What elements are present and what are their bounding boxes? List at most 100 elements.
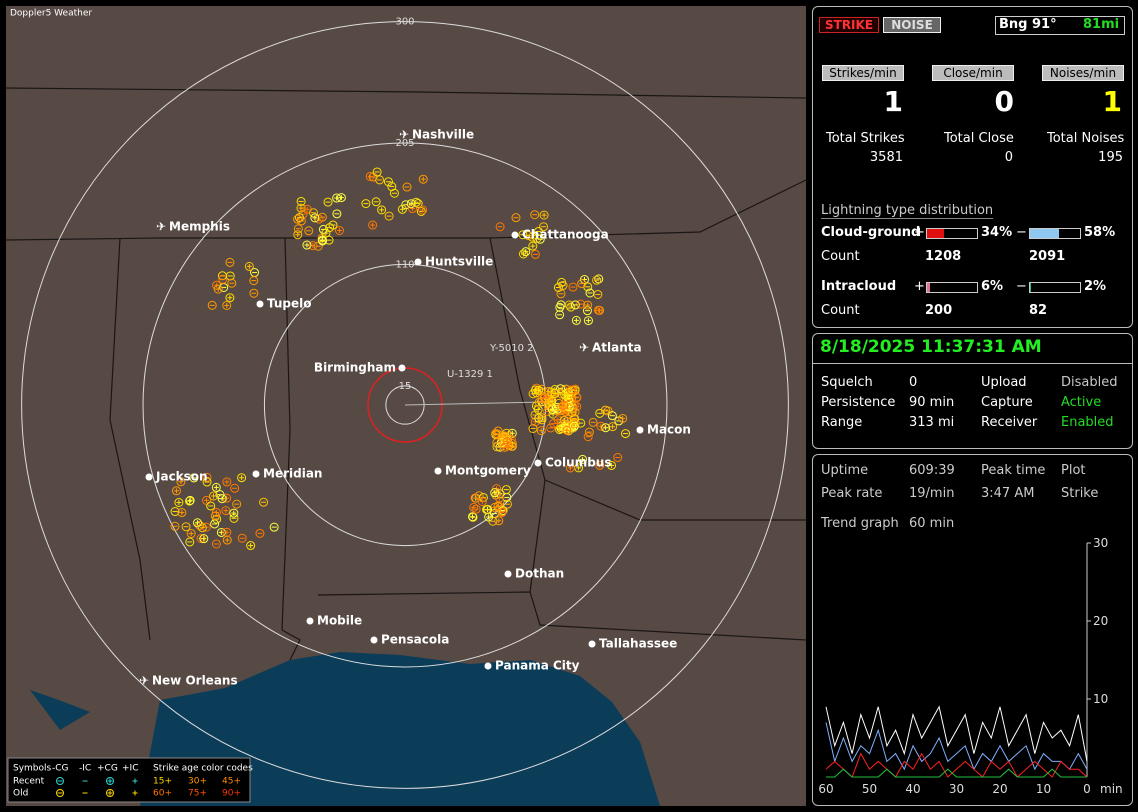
strike-ring — [570, 300, 580, 310]
strike-symbol — [571, 315, 581, 325]
bearing-box — [995, 16, 1125, 35]
strike-symbol — [539, 210, 549, 220]
strike-symbol — [568, 282, 578, 292]
strike-ring — [317, 235, 327, 245]
strike-ring — [537, 415, 547, 425]
rate-label: Noises/min — [1042, 65, 1124, 81]
city-dot — [511, 231, 519, 239]
range-label: 110 — [395, 259, 414, 270]
strike-ring — [206, 501, 216, 511]
strike-ring — [566, 302, 576, 312]
city-label: Mobile — [317, 614, 362, 628]
strike-ring — [523, 230, 533, 240]
strike-ring — [384, 211, 394, 221]
strike-symbol — [170, 521, 180, 531]
strike-ring — [397, 204, 407, 214]
strike-ring — [189, 473, 199, 483]
strike-symbol — [206, 501, 216, 511]
strike-ring — [225, 257, 235, 267]
strike-ring — [181, 522, 191, 532]
strike-ring — [211, 482, 221, 492]
legend-age: 15+ — [153, 777, 172, 787]
bar-fill — [927, 283, 930, 292]
city-dot — [636, 426, 644, 434]
stat-value: Strike — [1061, 486, 1099, 501]
strike-ring — [197, 523, 207, 533]
noise-button[interactable]: NOISE — [883, 17, 941, 33]
strike-ring — [418, 205, 428, 215]
strike-symbol — [170, 507, 180, 517]
strike-symbol — [600, 405, 610, 415]
setting-label: Squelch — [821, 375, 873, 390]
strike-symbol — [293, 214, 303, 224]
strike-ring — [553, 282, 563, 292]
strike-symbol — [225, 271, 235, 281]
strike-symbol — [570, 300, 580, 310]
settings-panel: 8/18/2025 11:37:31 AM Squelch 0 Upload Disa… — [812, 333, 1133, 449]
strike-ring — [621, 429, 631, 439]
distribution-title: Lightning type distribution — [821, 203, 994, 219]
strike-ring — [544, 398, 554, 408]
legend-age-label: Strike age color codes — [153, 764, 253, 774]
strike-ring — [365, 171, 375, 181]
strike-symbol — [553, 282, 563, 292]
sign: + — [914, 225, 925, 240]
strike-symbol — [539, 222, 549, 232]
strike-symbol — [402, 182, 412, 192]
strike-ring — [578, 454, 588, 464]
strike-ring — [334, 225, 344, 235]
city-dot — [484, 662, 492, 670]
strike-symbol — [186, 529, 196, 539]
strike-ring — [559, 400, 569, 410]
strike-ring — [222, 535, 232, 545]
strike-symbol — [375, 175, 385, 185]
city-label: Chattanooga — [522, 228, 609, 242]
strike-symbol — [328, 220, 338, 230]
strike-ring — [560, 423, 570, 433]
strike-ring — [170, 521, 180, 531]
strike-symbol — [492, 429, 502, 439]
strike-symbol — [192, 518, 202, 528]
setting-value: 0 — [909, 375, 918, 390]
strike-ring — [302, 240, 312, 250]
strike-ring — [304, 226, 314, 236]
strike-symbol — [585, 288, 595, 298]
strike-symbol — [502, 499, 512, 509]
strike-symbol — [249, 276, 259, 286]
strike-ring — [556, 384, 566, 394]
strike-symbol — [607, 411, 617, 421]
strike-button[interactable]: STRIKE — [819, 17, 879, 33]
range-ring — [21, 21, 789, 789]
strike-symbol — [397, 204, 407, 214]
airport-icon: ✈ — [139, 674, 149, 688]
strike-symbol — [199, 534, 209, 544]
city-dot — [534, 459, 542, 467]
total-label: Total Strikes — [826, 131, 905, 146]
count: 1208 — [925, 249, 962, 264]
strike-ring — [585, 288, 595, 298]
station-label: U-1329 1 — [447, 369, 493, 380]
strike-symbol — [211, 539, 221, 549]
strike-ring — [502, 437, 512, 447]
city-label: New Orleans — [152, 674, 238, 688]
strike-ring — [576, 418, 586, 428]
airport-icon: ✈ — [156, 220, 166, 234]
setting-label: Receiver — [981, 415, 1038, 430]
station-label: Y-5010 2 — [489, 343, 534, 354]
strike-ring — [318, 224, 328, 234]
strike-ring — [249, 288, 259, 298]
city-label: Tupelo — [267, 297, 312, 311]
strike-ring — [583, 432, 593, 442]
strike-ring — [313, 241, 323, 251]
percent: 58% — [1084, 225, 1116, 240]
bar-fill — [1030, 229, 1059, 238]
strike-symbol — [468, 512, 478, 522]
strike-symbol — [293, 230, 303, 240]
strike-ring — [225, 271, 235, 281]
strike-ring — [411, 197, 421, 207]
strike-ring — [255, 528, 265, 538]
strike-ring — [244, 261, 254, 271]
legend-box — [7, 757, 251, 803]
strike-ring — [490, 488, 500, 498]
total-label: Total Close — [944, 131, 1014, 146]
